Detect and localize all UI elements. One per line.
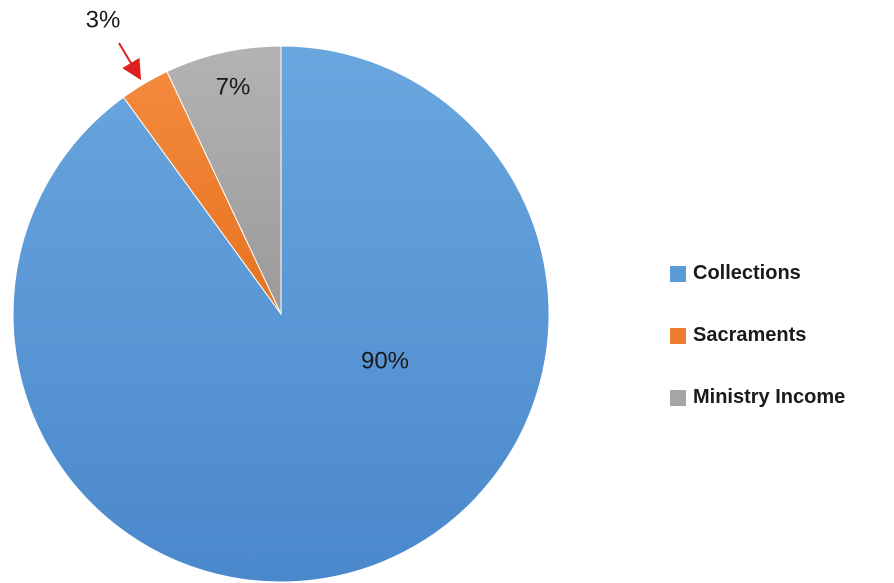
legend-swatch bbox=[670, 327, 686, 344]
legend-label: Sacraments bbox=[693, 324, 807, 346]
legend-label: Ministry Income bbox=[693, 386, 846, 408]
legend-item-collections: Collections bbox=[670, 258, 845, 289]
legend-item-sacraments: Sacraments bbox=[670, 320, 845, 351]
data-label-ministry-income: 7% bbox=[216, 73, 251, 100]
data-label-sacraments: 3% bbox=[86, 6, 121, 33]
legend-swatch bbox=[670, 265, 686, 282]
legend: Collections Sacraments Ministry Income bbox=[670, 258, 845, 444]
legend-swatch bbox=[670, 389, 686, 406]
pie-slice-ministry-income bbox=[166, 45, 282, 315]
legend-label: Collections bbox=[693, 262, 801, 284]
data-label-collections: 90% bbox=[361, 347, 409, 374]
legend-item-ministry-income: Ministry Income bbox=[670, 382, 845, 413]
annotation-arrow bbox=[118, 42, 142, 81]
